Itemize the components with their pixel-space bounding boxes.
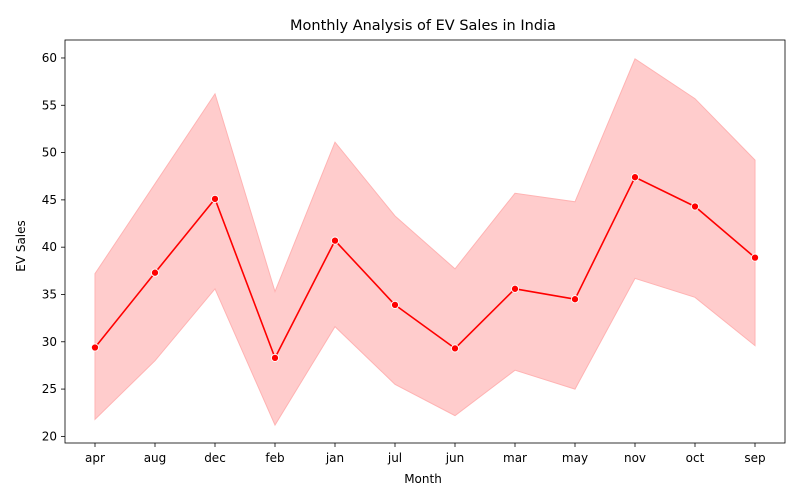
- confidence-band-layer: [94, 58, 756, 427]
- y-tick-label-60: 60: [42, 51, 57, 65]
- data-point-sep: [750, 253, 760, 262]
- x-tick-label-aug: aug: [144, 451, 167, 465]
- x-tick-label-jul: jul: [387, 451, 402, 465]
- confidence-band: [94, 58, 756, 427]
- x-tick-label-nov: nov: [624, 451, 646, 465]
- x-tick-label-jun: jun: [445, 451, 465, 465]
- y-axis-label: EV Sales: [14, 220, 28, 272]
- x-tick-label-dec: dec: [204, 451, 226, 465]
- x-axis-ticks: apr aug dec feb jan jul jun mar may nov oct sep: [85, 443, 766, 465]
- y-tick-label-45: 45: [42, 193, 57, 207]
- data-point-mar: [510, 284, 520, 293]
- data-point-jul: [390, 300, 400, 309]
- plot-frame: [64, 39, 786, 444]
- x-axis-label: Month: [404, 472, 442, 486]
- data-point-aug: [150, 268, 160, 277]
- y-tick-label-20: 20: [42, 429, 57, 443]
- y-tick-label-30: 30: [42, 335, 57, 349]
- data-point-jun: [450, 344, 460, 353]
- x-tick-label-sep: sep: [744, 451, 765, 465]
- data-point-apr: [90, 343, 100, 352]
- series-line-layer: [94, 176, 756, 359]
- x-tick-label-jan: jan: [325, 451, 344, 465]
- data-point-feb: [270, 353, 280, 362]
- x-tick-label-feb: feb: [265, 451, 284, 465]
- x-tick-label-apr: apr: [85, 451, 105, 465]
- x-tick-label-mar: mar: [503, 451, 527, 465]
- data-point-oct: [690, 202, 700, 211]
- data-point-nov: [630, 173, 640, 182]
- series-line: [94, 176, 756, 359]
- y-tick-label-25: 25: [42, 382, 57, 396]
- data-point-jan: [330, 236, 340, 245]
- y-axis-ticks: 20 25 30 35 40 45 50 55 60: [42, 51, 65, 443]
- y-tick-label-35: 35: [42, 287, 57, 301]
- data-point-may: [570, 295, 580, 304]
- chart-title: Monthly Analysis of EV Sales in India: [290, 18, 556, 34]
- y-tick-label-55: 55: [42, 98, 57, 112]
- data-point-layer: [90, 173, 760, 362]
- x-tick-label-oct: oct: [686, 451, 705, 465]
- y-tick-label-40: 40: [42, 240, 57, 254]
- y-tick-label-50: 50: [42, 146, 57, 160]
- x-tick-label-may: may: [562, 451, 588, 465]
- data-point-dec: [210, 194, 220, 203]
